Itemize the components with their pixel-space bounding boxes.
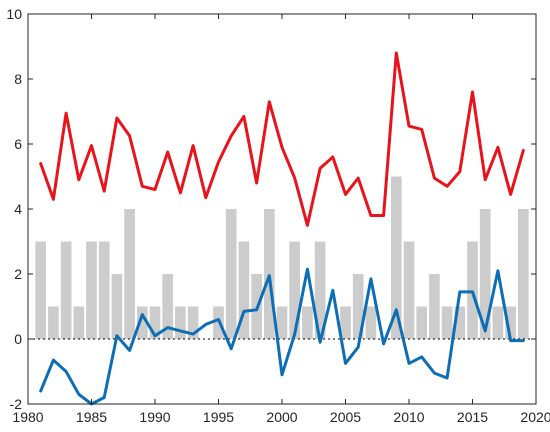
bar xyxy=(48,306,59,339)
bar xyxy=(276,306,288,339)
series-line-1 xyxy=(39,51,525,227)
y-tick-label: -2 xyxy=(10,396,23,412)
bar xyxy=(352,274,364,339)
bar xyxy=(149,306,161,339)
bars-layer xyxy=(35,176,529,339)
y-tick-label: 6 xyxy=(14,136,22,152)
y-tick-label: 4 xyxy=(14,201,22,217)
bar xyxy=(302,306,313,339)
x-tick-label: 1985 xyxy=(76,409,107,425)
y-tick-label: 8 xyxy=(14,71,22,87)
bar xyxy=(365,306,377,339)
bar xyxy=(225,209,237,339)
bar xyxy=(479,209,491,339)
y-tick-label: 2 xyxy=(14,266,22,282)
y-tick-label: 10 xyxy=(6,6,22,22)
lines-layer xyxy=(39,51,525,406)
bar xyxy=(314,241,326,339)
bar xyxy=(35,241,47,339)
bar xyxy=(416,306,428,339)
bar xyxy=(467,241,478,339)
bar xyxy=(390,176,402,339)
bar xyxy=(403,241,415,339)
labels-layer: 1980 1985 1990 1995 2000 2005 2010 2015 2020 -2 0 2… xyxy=(6,6,550,425)
plot-frame xyxy=(27,13,537,405)
bar xyxy=(441,306,453,339)
bar xyxy=(175,306,186,339)
bar xyxy=(124,209,135,339)
bar xyxy=(86,241,97,339)
bar xyxy=(263,209,275,339)
bar xyxy=(162,274,174,339)
x-tick-label: 2005 xyxy=(330,409,361,425)
x-tick-label: 2015 xyxy=(457,409,488,425)
bar xyxy=(238,241,250,339)
bar xyxy=(111,274,123,339)
bar xyxy=(340,306,351,339)
bar xyxy=(505,306,516,339)
x-tick-label: 2010 xyxy=(393,409,424,425)
bar xyxy=(454,306,466,339)
bar xyxy=(136,306,148,339)
bar xyxy=(492,306,504,339)
x-tick-label: 1995 xyxy=(203,409,234,425)
bar xyxy=(517,209,529,339)
series-line-2 xyxy=(39,267,525,406)
bar xyxy=(429,274,440,339)
bar xyxy=(98,241,110,339)
bar xyxy=(60,241,72,339)
x-tick-label: 2020 xyxy=(520,409,550,425)
y-tick-label: 0 xyxy=(14,331,22,347)
ticks-layer xyxy=(27,13,537,405)
bar xyxy=(289,241,301,339)
x-tick-label: 2000 xyxy=(266,409,297,425)
x-tick-label: 1990 xyxy=(139,409,170,425)
bar xyxy=(187,306,199,339)
x-tick-label: 1980 xyxy=(12,409,43,425)
bar xyxy=(73,306,85,339)
